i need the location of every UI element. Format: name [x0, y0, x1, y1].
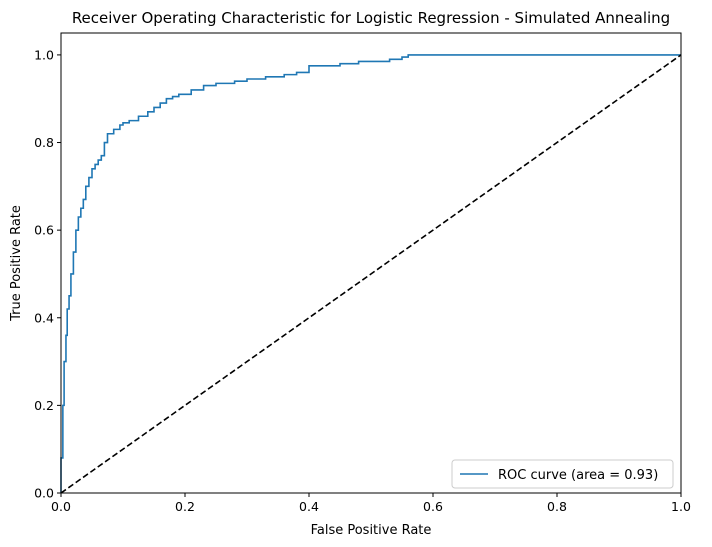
x-tick-label: 0.6: [423, 499, 443, 514]
y-axis: 0.0 0.2 0.4 0.6 0.8 1.0: [34, 47, 61, 500]
y-tick-label: 1.0: [34, 47, 54, 62]
x-tick-label: 1.0: [671, 499, 691, 514]
x-axis-label: False Positive Rate: [311, 523, 432, 538]
chart-title: Receiver Operating Characteristic for Lo…: [72, 9, 670, 27]
x-axis: 0.0 0.2 0.4 0.6 0.8 1.0: [51, 493, 691, 514]
plot-area: [61, 55, 681, 493]
y-tick-label: 0.2: [34, 398, 54, 413]
x-tick-label: 0.0: [51, 499, 71, 514]
y-tick-label: 0.8: [34, 135, 54, 150]
axes-frame: [61, 33, 681, 493]
x-tick-label: 0.8: [547, 499, 567, 514]
chance-diagonal-line: [61, 55, 681, 493]
y-tick-label: 0.4: [34, 310, 54, 325]
legend-label: ROC curve (area = 0.93): [498, 468, 658, 483]
x-tick-label: 0.2: [175, 499, 195, 514]
y-tick-label: 0.0: [34, 486, 54, 501]
y-tick-label: 0.6: [34, 223, 54, 238]
legend: ROC curve (area = 0.93): [452, 460, 673, 488]
x-tick-label: 0.4: [299, 499, 319, 514]
y-axis-label: True Positive Rate: [9, 205, 24, 322]
